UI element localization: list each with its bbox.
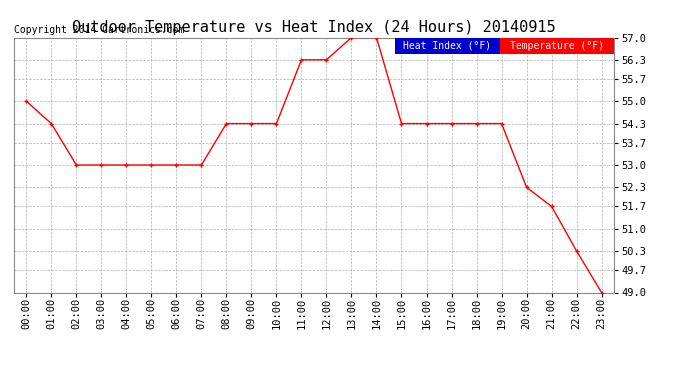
Title: Outdoor Temperature vs Heat Index (24 Hours) 20140915: Outdoor Temperature vs Heat Index (24 Ho…: [72, 20, 555, 35]
Text: Copyright 2014 Cartronics.com: Copyright 2014 Cartronics.com: [14, 25, 184, 35]
FancyBboxPatch shape: [500, 38, 614, 54]
FancyBboxPatch shape: [395, 38, 500, 54]
Text: Temperature (°F): Temperature (°F): [510, 41, 604, 51]
Text: Heat Index (°F): Heat Index (°F): [404, 41, 491, 51]
